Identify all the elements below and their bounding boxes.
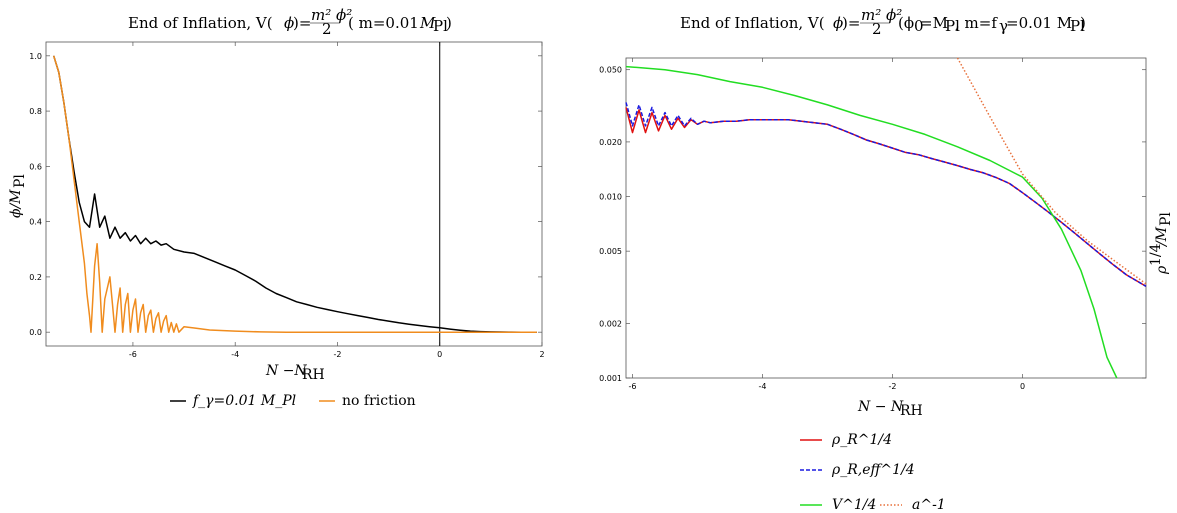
left-y-tick-label: 0.4 — [29, 218, 42, 227]
right-title-pre: End of Inflation, V( — [680, 14, 825, 32]
left-ylabel-sub: Pl — [12, 174, 28, 188]
right-title-phi: ϕ — [833, 14, 843, 32]
left-title-close: ) — [446, 14, 452, 32]
right-title-mid: )= — [842, 14, 860, 32]
left-x-tick-label: 0 — [437, 350, 442, 359]
left-title-frac-num: m² ϕ² — [311, 6, 352, 24]
right-chart: End of Inflation, V( ϕ )= m² ϕ² 2 (ϕ 0 =… — [599, 6, 1174, 513]
left-x-tick-label: -4 — [231, 350, 239, 359]
left-ylabel: ϕ/M Pl — [8, 174, 28, 218]
left-chart: End of Inflation, V( ϕ )= m² ϕ² 2 ( m=0.… — [8, 6, 545, 409]
right-legend-label-a: a^-1 — [912, 497, 946, 513]
left-title-post: ( m=0.01 — [348, 14, 419, 32]
right-title-sub0: 0 — [914, 17, 924, 35]
right-y-tick-label: 0.050 — [599, 66, 622, 75]
right-y-tick-label: 0.001 — [599, 374, 622, 383]
left-xlabel-sub: RH — [302, 367, 325, 383]
right-series-line-2 — [625, 65, 1118, 379]
right-ticks: -6 -4 -2 0 0.001 0.002 0.005 0.010 0.020 0.050 — [599, 58, 1146, 391]
right-ylabel-sup: 1/4 — [1148, 243, 1164, 266]
right-xlabel-sub: RH — [900, 403, 923, 419]
left-series — [52, 55, 537, 333]
right-y-tick-label: 0.002 — [599, 319, 622, 328]
left-ylabel-main: ϕ/M — [8, 189, 24, 218]
right-title-sub1: Pl — [945, 17, 960, 35]
left-series-line-1 — [52, 55, 537, 333]
right-title-mid2: , m=f — [955, 14, 998, 32]
right-legend: ρ_R^1/4 ρ_R,eff^1/4 V^1/4 a^-1 — [800, 432, 946, 513]
left-title-phi: ϕ — [284, 14, 294, 32]
right-x-tick-label: -4 — [759, 382, 767, 391]
right-title-close: ) — [1080, 14, 1086, 32]
right-series-line-0 — [625, 107, 1147, 287]
left-title-M: M — [419, 14, 436, 32]
right-legend-label-rhoR: ρ_R^1/4 — [831, 432, 892, 448]
right-series-line-1 — [625, 102, 1147, 287]
right-y-tick-label: 0.020 — [599, 138, 622, 147]
right-ylabel-mid: /M — [1154, 226, 1170, 248]
right-legend-label-rhoReff: ρ_R,eff^1/4 — [831, 462, 915, 478]
left-y-tick-label: 0.8 — [29, 107, 42, 116]
left-legend-label-nofriction: no friction — [342, 393, 416, 409]
right-title-subg: γ — [999, 17, 1008, 35]
left-x-tick-label: -2 — [333, 350, 341, 359]
right-series — [625, 57, 1147, 379]
right-x-tick-label: -2 — [889, 382, 897, 391]
left-xlabel-main: N −N — [265, 363, 307, 379]
right-x-tick-label: -6 — [629, 382, 637, 391]
right-xlabel-main: N − N — [857, 399, 904, 415]
left-y-tick-label: 1.0 — [29, 52, 42, 61]
left-ticks: -6 -4 -2 0 2 0.0 0.2 0.4 0.6 0.8 1.0 — [29, 42, 545, 359]
left-frame — [45, 41, 543, 347]
right-ylabel-rho: ρ — [1154, 265, 1170, 275]
left-legend: f_γ=0.01 M_Pl no friction — [170, 393, 416, 409]
right-title-post: (ϕ — [898, 14, 914, 32]
left-y-tick-label: 0.6 — [29, 162, 42, 171]
left-y-tick-label: 0.2 — [29, 273, 42, 282]
right-y-tick-label: 0.005 — [599, 247, 622, 256]
left-title-pre: End of Inflation, V( — [128, 14, 273, 32]
right-x-tick-label: 0 — [1020, 382, 1025, 391]
right-title-eq2: =0.01 M — [1006, 14, 1072, 32]
left-title-frac-den: 2 — [322, 20, 332, 38]
left-title-sub: Pl — [433, 17, 448, 35]
right-title-sub2: Pl — [1070, 17, 1085, 35]
left-series-line-0 — [52, 55, 537, 333]
left-x-tick-label: 2 — [539, 350, 544, 359]
left-x-tick-label: -6 — [129, 350, 137, 359]
right-y-tick-label: 0.010 — [599, 193, 622, 202]
left-y-tick-label: 0.0 — [29, 328, 42, 337]
right-legend-label-V: V^1/4 — [832, 497, 876, 513]
right-title-eq: =M — [920, 14, 948, 32]
right-frame — [625, 57, 1147, 379]
right-title-frac-den: 2 — [872, 20, 882, 38]
right-title-frac-num: m² ϕ² — [861, 6, 902, 24]
right-series-line-3 — [956, 57, 1147, 285]
left-title-mid: )= — [293, 14, 311, 32]
right-ylabel-sub: Pl — [1158, 212, 1174, 226]
right-ylabel: ρ 1/4 /M Pl — [1148, 212, 1174, 275]
left-legend-label-friction: f_γ=0.01 M_Pl — [192, 393, 296, 409]
